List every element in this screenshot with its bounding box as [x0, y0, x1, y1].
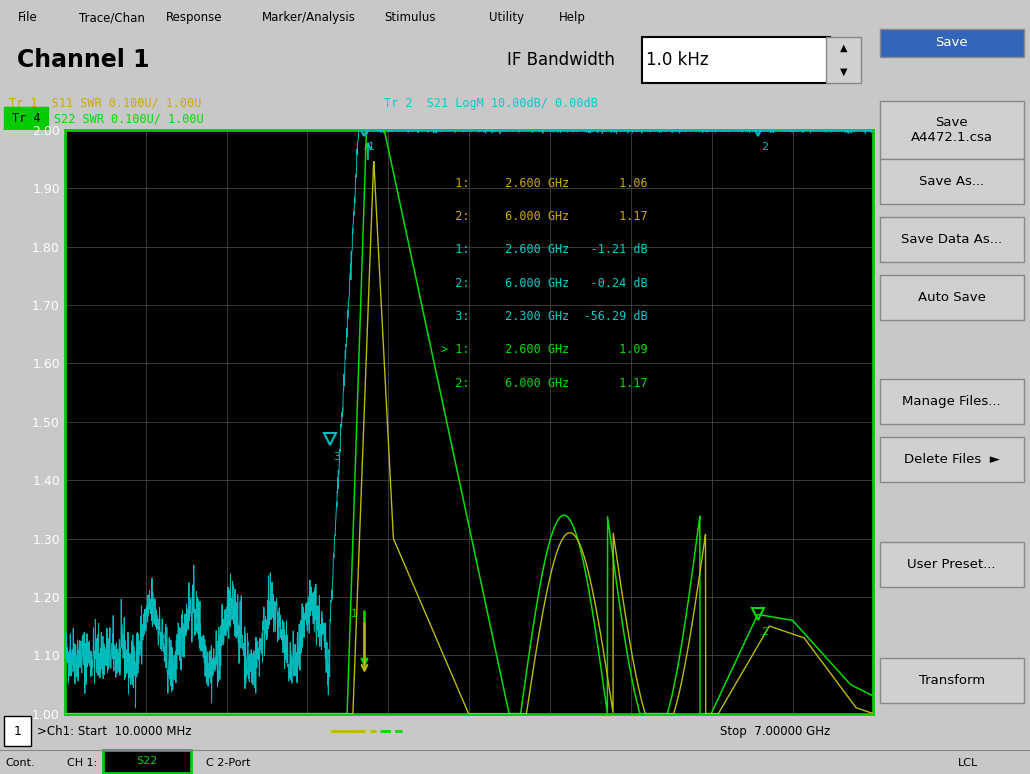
- Text: ▼: ▼: [840, 67, 848, 77]
- Text: 1: 1: [368, 142, 375, 152]
- Text: Delete Files  ►: Delete Files ►: [903, 454, 1000, 466]
- Text: Channel 1: Channel 1: [18, 48, 150, 72]
- FancyBboxPatch shape: [103, 750, 191, 772]
- Text: IF Bandwidth: IF Bandwidth: [507, 51, 615, 69]
- Text: 1: 1: [350, 609, 357, 619]
- Text: S22 SWR 0.100U/ 1.00U: S22 SWR 0.100U/ 1.00U: [55, 112, 204, 125]
- Text: C 2-Port: C 2-Port: [206, 758, 250, 768]
- Text: Save Data As...: Save Data As...: [901, 233, 1002, 245]
- Text: Stop  7.00000 GHz: Stop 7.00000 GHz: [720, 724, 830, 738]
- Text: 2:     6.000 GHz   -0.24 dB: 2: 6.000 GHz -0.24 dB: [441, 277, 648, 289]
- FancyBboxPatch shape: [880, 159, 1024, 204]
- Text: ▲: ▲: [840, 43, 848, 53]
- Text: Stimulus: Stimulus: [384, 12, 436, 24]
- Text: 2: 2: [761, 142, 768, 152]
- Text: 1.0 kHz: 1.0 kHz: [647, 51, 709, 69]
- Text: Manage Files...: Manage Files...: [902, 396, 1001, 408]
- Text: 2: 2: [761, 627, 768, 637]
- Text: Tr 2  S21 LogM 10.00dB/ 0.00dB: Tr 2 S21 LogM 10.00dB/ 0.00dB: [384, 97, 598, 110]
- FancyBboxPatch shape: [642, 37, 830, 83]
- FancyBboxPatch shape: [4, 717, 31, 745]
- Text: Marker/Analysis: Marker/Analysis: [262, 12, 356, 24]
- Text: S22: S22: [136, 756, 158, 766]
- Text: Auto Save: Auto Save: [918, 291, 986, 303]
- Text: 1: 1: [13, 724, 22, 738]
- FancyBboxPatch shape: [880, 379, 1024, 424]
- Text: 2:     6.000 GHz       1.17: 2: 6.000 GHz 1.17: [441, 210, 648, 223]
- FancyBboxPatch shape: [4, 108, 48, 129]
- FancyBboxPatch shape: [880, 542, 1024, 587]
- Text: 3: 3: [334, 452, 340, 462]
- Text: Transform: Transform: [919, 674, 985, 687]
- FancyBboxPatch shape: [880, 217, 1024, 262]
- Text: User Preset...: User Preset...: [907, 558, 996, 570]
- FancyBboxPatch shape: [880, 437, 1024, 482]
- Text: Cont.: Cont.: [5, 758, 35, 768]
- Text: CH 1:: CH 1:: [67, 758, 97, 768]
- Text: Tr 4: Tr 4: [12, 112, 40, 125]
- Text: Tr 1  S11 SWR 0.100U/ 1.00U: Tr 1 S11 SWR 0.100U/ 1.00U: [8, 97, 201, 110]
- FancyBboxPatch shape: [880, 275, 1024, 320]
- Text: Save: Save: [935, 36, 968, 50]
- Text: Help: Help: [559, 12, 586, 24]
- Text: Save As...: Save As...: [919, 175, 985, 187]
- Text: Save
A4472.1.csa: Save A4472.1.csa: [911, 116, 993, 144]
- Text: > 1:     2.600 GHz       1.09: > 1: 2.600 GHz 1.09: [441, 344, 648, 356]
- Text: 1:     2.600 GHz       1.06: 1: 2.600 GHz 1.06: [441, 176, 648, 190]
- FancyBboxPatch shape: [880, 101, 1024, 159]
- Text: LCL: LCL: [958, 758, 978, 768]
- Text: File: File: [18, 12, 37, 24]
- Text: 1:     2.600 GHz   -1.21 dB: 1: 2.600 GHz -1.21 dB: [441, 243, 648, 256]
- FancyBboxPatch shape: [880, 658, 1024, 703]
- Text: Trace/Chan: Trace/Chan: [78, 12, 144, 24]
- Text: 3:     2.300 GHz  -56.29 dB: 3: 2.300 GHz -56.29 dB: [441, 310, 648, 323]
- Text: >Ch1: Start  10.0000 MHz: >Ch1: Start 10.0000 MHz: [37, 724, 192, 738]
- FancyBboxPatch shape: [826, 37, 861, 83]
- Text: Utility: Utility: [489, 12, 524, 24]
- Text: 2:     6.000 GHz       1.17: 2: 6.000 GHz 1.17: [441, 377, 648, 390]
- FancyBboxPatch shape: [880, 29, 1024, 57]
- Text: Response: Response: [166, 12, 222, 24]
